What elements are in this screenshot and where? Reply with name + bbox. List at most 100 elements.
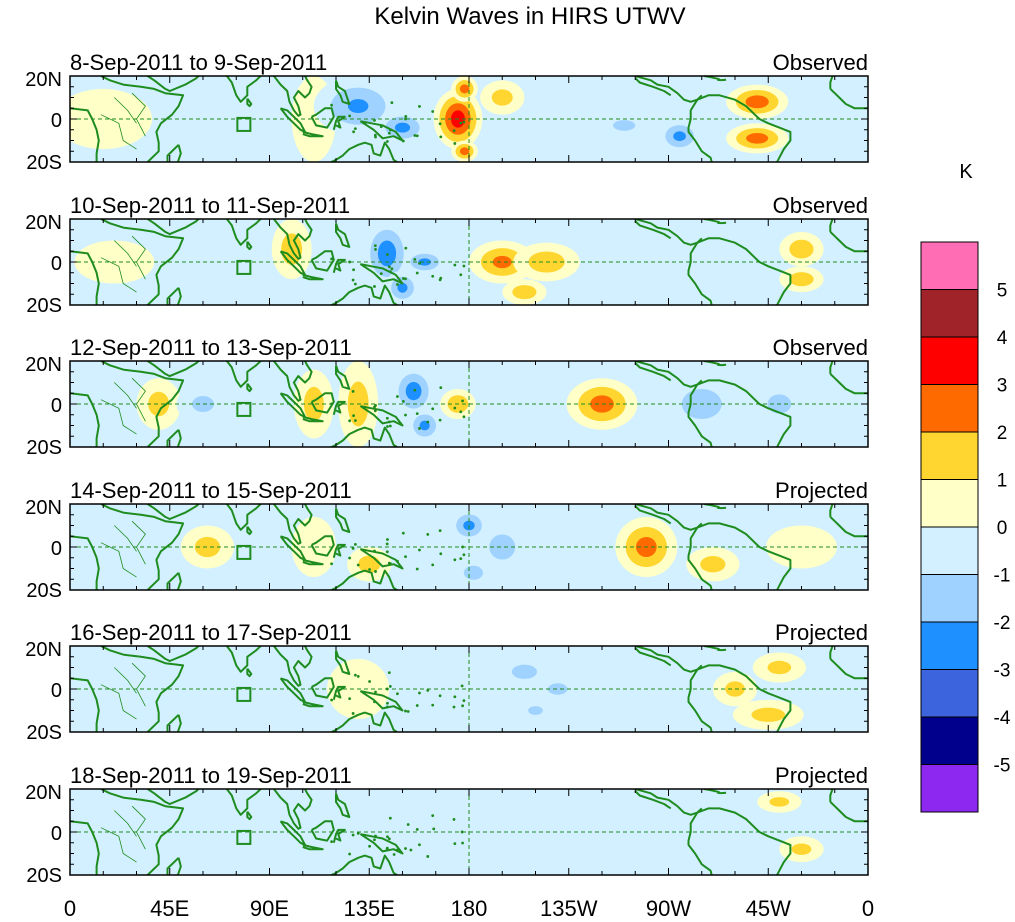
coastline	[332, 258, 346, 274]
lat-label: 0	[51, 538, 62, 560]
island	[368, 844, 371, 848]
coastline	[246, 240, 253, 251]
anomaly-contour	[789, 272, 814, 287]
island	[426, 420, 430, 424]
island	[373, 549, 376, 553]
coastline	[829, 76, 834, 89]
panel-date-range: 8-Sep-2011 to 9-Sep-2011	[70, 50, 327, 75]
coastline	[329, 141, 399, 162]
coastline	[302, 700, 324, 708]
coastline	[329, 711, 399, 732]
coastline	[147, 646, 201, 662]
colorbar-tick-label: 3	[997, 376, 1008, 397]
coastline	[634, 220, 672, 240]
panel-date-range: 16-Sep-2011 to 17-Sep-2011	[70, 620, 352, 645]
coastline	[696, 94, 792, 162]
coastline	[696, 237, 792, 305]
island	[438, 694, 442, 698]
country-border	[131, 805, 146, 850]
island	[330, 257, 334, 261]
coastline	[332, 685, 346, 701]
coastline	[166, 429, 182, 447]
colorbar-swatch	[920, 336, 979, 385]
island	[418, 843, 421, 847]
coastline	[829, 219, 834, 232]
reference-box	[236, 829, 252, 845]
island	[388, 128, 392, 132]
anomaly-contour	[405, 381, 422, 401]
coastline	[246, 668, 253, 678]
coastline	[696, 807, 792, 875]
coastline	[246, 98, 253, 108]
map-panel: 20N 0 20S 16-Sep-2011 to 17-Sep-2011 Project…	[25, 620, 869, 744]
anomaly-contour	[489, 534, 516, 560]
coastline	[335, 792, 351, 818]
coastline	[166, 287, 182, 305]
anomaly-contour	[491, 89, 513, 106]
island	[461, 704, 464, 708]
island	[337, 124, 341, 128]
coastline	[829, 789, 834, 802]
anomaly-contour	[769, 797, 790, 807]
anomaly-contour	[613, 120, 636, 131]
colorbar: K 5 4 3 2 1 0 -1 -2 -3 -4 -5	[920, 161, 1011, 813]
panel-type-label: Projected	[775, 763, 868, 788]
colorbar-unit-label: K	[959, 161, 973, 183]
map-panel: 20N 0 20S 10-Sep-2011 to 11-Sep-2011 Observe…	[25, 193, 869, 317]
island	[373, 285, 376, 288]
island	[404, 709, 407, 713]
coastline	[359, 690, 404, 712]
island	[396, 395, 399, 398]
lon-label: 0	[862, 896, 874, 921]
island	[418, 261, 421, 265]
longitude-axis: 0 45E 90E 135E 180 135W 90W 45W 0	[64, 896, 874, 921]
coastline	[687, 99, 713, 162]
coastline	[225, 789, 263, 816]
island	[385, 542, 389, 546]
coastline	[302, 415, 324, 423]
island	[462, 264, 466, 268]
island	[368, 568, 371, 571]
anomaly-field	[103, 791, 824, 867]
anomaly-contour	[547, 683, 568, 695]
coastlines	[70, 219, 868, 305]
island	[401, 139, 405, 143]
island	[438, 529, 442, 532]
coastline	[302, 130, 324, 138]
coastline	[829, 361, 834, 374]
coastline	[634, 790, 672, 810]
island	[404, 277, 407, 281]
island	[461, 399, 464, 403]
lon-label: 180	[451, 896, 488, 921]
island	[418, 691, 421, 695]
panel-date-range: 10-Sep-2011 to 11-Sep-2011	[70, 193, 350, 218]
coastline	[273, 219, 313, 260]
coastline	[829, 516, 868, 538]
lat-label: 20S	[26, 722, 62, 744]
panel-type-label: Observed	[773, 193, 868, 218]
coastline	[332, 400, 346, 416]
coastline	[335, 364, 351, 390]
anomaly-contour	[513, 797, 647, 867]
colorbar-tick-label: -4	[994, 708, 1011, 729]
island	[392, 853, 396, 856]
island	[415, 567, 419, 571]
coastline	[635, 646, 703, 673]
coastline	[273, 504, 313, 545]
lon-label: 45W	[746, 896, 791, 921]
lat-label: 20S	[26, 152, 62, 174]
island	[453, 558, 457, 562]
island	[351, 390, 355, 393]
island	[385, 253, 389, 256]
island	[373, 409, 377, 413]
island	[415, 271, 419, 275]
colorbar-tick-label: -5	[994, 756, 1011, 777]
lat-label: 20N	[25, 497, 62, 519]
coastline	[147, 504, 201, 520]
island	[387, 561, 391, 565]
island	[413, 257, 417, 261]
coastline	[302, 558, 324, 566]
coastline	[634, 647, 672, 667]
island	[426, 855, 430, 858]
